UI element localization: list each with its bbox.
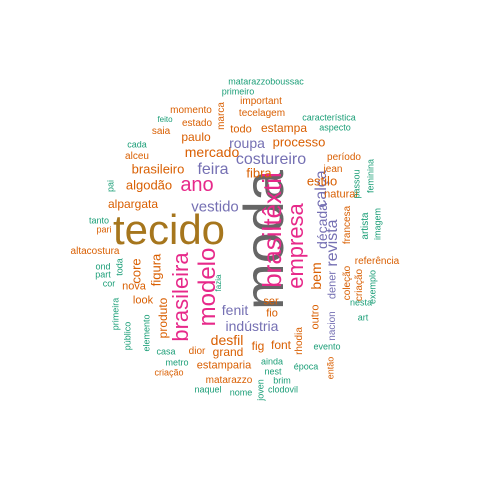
- word-roupa: roupa: [229, 135, 265, 151]
- word-referencia: artista: [360, 212, 371, 240]
- word-brasiltextil: brasiltêxtil: [257, 172, 287, 288]
- word-feito: feito: [157, 115, 173, 124]
- word-mercado: mercado: [184, 144, 240, 160]
- word-cor: cor: [102, 278, 116, 289]
- word-caracteristica: característica: [302, 112, 356, 123]
- word-pai: pai: [105, 179, 116, 193]
- word-estilo: jean: [323, 164, 343, 175]
- word-alceu: alceu: [125, 151, 149, 162]
- word-matarazzoboussac: matarazzoboussac: [228, 76, 304, 87]
- word-brim: brim: [273, 375, 291, 386]
- word-figura: figura: [148, 253, 164, 287]
- word-bem: dener: [326, 270, 339, 300]
- word-part: part: [95, 269, 111, 280]
- word-empresa: empresa: [283, 203, 308, 289]
- word-colecao: criação: [354, 268, 365, 302]
- word-jean: naturai: [324, 188, 358, 201]
- word-fibra: fibra: [246, 165, 272, 181]
- word-feira: feira: [197, 161, 229, 178]
- word-artista: passou: [351, 169, 362, 199]
- word-metro: metro: [165, 357, 189, 368]
- word-industria: indústria: [225, 318, 279, 334]
- word-ano: ano: [180, 174, 214, 196]
- word-important: important: [240, 96, 282, 107]
- word-paulo: paulo: [181, 130, 211, 144]
- word-fig: fig: [251, 339, 265, 353]
- word-desfil: desfil: [210, 332, 244, 348]
- word-vestido: vestido: [191, 198, 239, 216]
- word-casa: casa: [156, 346, 176, 357]
- word-toda: toda: [114, 258, 125, 276]
- word-look: look: [132, 294, 154, 307]
- word-evento: evento: [313, 341, 341, 352]
- word-clodovil: clodovil: [267, 384, 299, 395]
- word-periodo: francesa: [342, 205, 353, 245]
- word-criacao-right: referência: [354, 256, 400, 267]
- word-alpargata: alpargata: [107, 197, 159, 211]
- word-naturai: período: [327, 152, 361, 163]
- word-font: font: [270, 338, 292, 352]
- word-marca: marca: [216, 102, 227, 130]
- word-produto: produto: [156, 297, 170, 339]
- word-cada: cada: [127, 139, 147, 150]
- word-exemplo: art: [357, 312, 369, 323]
- word-processo: processo: [272, 134, 326, 150]
- word-momento: momento: [170, 105, 212, 116]
- word-francesa: coleção: [342, 265, 353, 301]
- word-tecido: tecido: [112, 206, 226, 253]
- word-fio: fio: [266, 307, 278, 320]
- word-grand: grand: [212, 345, 244, 359]
- word-primeira: primeira: [110, 297, 121, 331]
- word-tanto: tanto: [88, 215, 110, 226]
- word-ser: ser: [263, 295, 279, 308]
- word-altacostura: altacostura: [70, 246, 120, 257]
- word-nesta: então: [325, 356, 336, 380]
- word-art: nesta: [349, 297, 373, 308]
- word-costureiro: costureiro: [235, 151, 307, 168]
- word-nest: nest: [264, 366, 282, 377]
- word-fazia: fazia: [214, 274, 223, 292]
- word-estado: estado: [181, 118, 213, 129]
- word-joven: joven: [255, 379, 266, 401]
- word-feminina: imagem: [372, 207, 383, 241]
- word-saia: saia: [151, 126, 171, 137]
- word-primeiro: primeiro: [221, 86, 255, 97]
- word-nacion: bem: [308, 262, 324, 290]
- word-nova: nova: [122, 280, 146, 293]
- word-brasileira: brasileira: [168, 252, 193, 342]
- word-aspecto: aspecto: [319, 122, 351, 133]
- word-outro: nacion: [327, 311, 338, 341]
- word-algodao: algodão: [125, 177, 173, 193]
- word-passou: feminina: [365, 158, 376, 194]
- word-rhodia: outro: [309, 304, 322, 330]
- word-todo: todo: [230, 123, 252, 136]
- word-nome: nome: [229, 387, 253, 398]
- word-elemento: elemento: [141, 314, 152, 352]
- word-estamparia: estamparia: [196, 359, 252, 372]
- word-entao: rhodia: [294, 327, 305, 355]
- word-ainda: ainda: [260, 356, 284, 367]
- word-dior: dior: [188, 346, 206, 357]
- word-ond: ond: [95, 261, 111, 272]
- word-decada: revista: [324, 219, 341, 267]
- word-pari: pari: [96, 224, 112, 235]
- word-brasileiro: brasileiro: [131, 161, 185, 177]
- word-matarazzo: matarazzo: [205, 375, 253, 386]
- word-epoca: época: [293, 361, 319, 372]
- word-fenit: fenit: [221, 302, 249, 318]
- word-revista: estilo: [306, 173, 338, 189]
- word-criacao-bottom: criação: [154, 367, 184, 378]
- word-estampa: estampa: [260, 121, 308, 135]
- word-tecelagem: tecelagem: [238, 108, 286, 119]
- word-naquel: naquel: [194, 384, 222, 395]
- word-publico: público: [122, 321, 133, 351]
